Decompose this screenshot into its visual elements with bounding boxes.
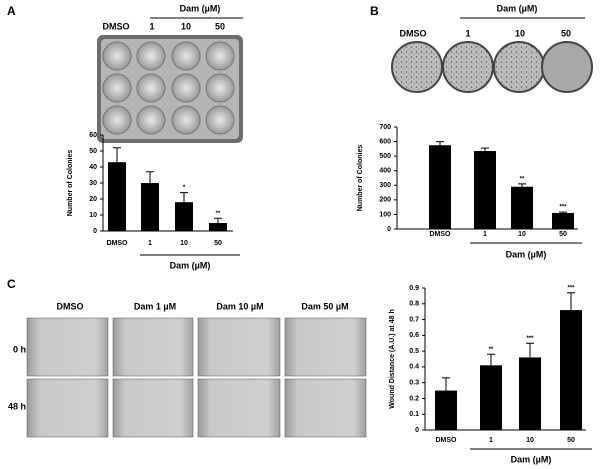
y-tick-label: 0.6 xyxy=(409,332,419,339)
x-tick-label: 1 xyxy=(483,231,487,238)
significance-label: * xyxy=(183,185,186,191)
row-label: 0 h xyxy=(13,344,26,354)
x-tick-label: DMSO xyxy=(430,231,452,238)
column-label: Dam 10 µM xyxy=(216,301,263,311)
significance-label: ** xyxy=(489,347,494,353)
x-tick-label: 50 xyxy=(559,231,567,238)
y-tick-label: 0.9 xyxy=(409,285,419,292)
y-tick-label: 40 xyxy=(89,164,97,171)
error-bar xyxy=(481,147,489,152)
column-label: DMSO xyxy=(400,28,427,38)
x-tick-label: 50 xyxy=(567,437,575,444)
significance-label: *** xyxy=(526,336,534,342)
column-label: DMSO xyxy=(103,21,130,31)
y-tick-label: 0.8 xyxy=(409,301,419,308)
x-tick-label: 10 xyxy=(180,240,188,247)
y-tick-label: 0 xyxy=(415,427,419,434)
y-tick-label: 20 xyxy=(89,196,97,203)
x-tick-label: 10 xyxy=(518,231,526,238)
error-bar xyxy=(559,211,567,213)
column-label: 1 xyxy=(149,21,154,31)
y-tick-label: 400 xyxy=(379,168,391,175)
y-tick-label: 0 xyxy=(387,226,391,233)
y-axis-label: Number of Colonies xyxy=(357,145,364,212)
y-tick-label: 10 xyxy=(89,212,97,219)
error-bar xyxy=(214,217,222,223)
significance-label: ** xyxy=(216,211,221,217)
y-tick-label: 50 xyxy=(89,148,97,155)
y-tick-label: 700 xyxy=(379,124,391,131)
bar xyxy=(209,223,227,231)
y-tick-label: 500 xyxy=(379,153,391,160)
row-label: 48 h xyxy=(8,401,26,411)
panel-letter: C xyxy=(7,277,16,291)
significance-label: *** xyxy=(559,205,567,211)
column-label: Dam 1 µM xyxy=(134,301,176,311)
x-tick-label: DMSO xyxy=(107,240,129,247)
y-tick-label: 0.1 xyxy=(409,411,419,418)
error-bar xyxy=(442,377,450,391)
y-tick-label: 300 xyxy=(379,182,391,189)
bar xyxy=(560,310,582,430)
error-bar xyxy=(180,192,188,203)
bar xyxy=(552,212,574,229)
error-bar xyxy=(146,171,154,183)
panel-letter: A xyxy=(7,4,16,18)
x-tick-label: DMSO xyxy=(436,437,458,444)
x-tick-label: 50 xyxy=(214,240,222,247)
bar xyxy=(108,162,126,231)
significance-label: ** xyxy=(520,176,525,182)
y-axis-label: Number of Colonies xyxy=(67,150,74,217)
error-bar xyxy=(518,183,526,187)
dish-images xyxy=(391,41,593,93)
y-axis-label: Wound Distance (A.U.) at 48 h xyxy=(389,309,396,408)
plate-image xyxy=(97,35,243,143)
significance-label: *** xyxy=(567,285,575,291)
column-label: 50 xyxy=(215,21,225,31)
error-bar xyxy=(487,353,495,366)
y-tick-label: 0.5 xyxy=(409,348,419,355)
x-group-label: Dam (µM) xyxy=(170,260,211,270)
bar xyxy=(141,183,159,231)
bar xyxy=(519,357,541,430)
column-label: 50 xyxy=(561,28,571,38)
y-tick-label: 100 xyxy=(379,211,391,218)
error-bar xyxy=(567,292,575,311)
y-tick-label: 60 xyxy=(89,132,97,139)
y-tick-label: 30 xyxy=(89,180,97,187)
panel-letter: B xyxy=(370,4,379,18)
column-label: DMSO xyxy=(57,301,84,311)
x-tick-label: 10 xyxy=(526,437,534,444)
bar xyxy=(435,390,457,430)
bar xyxy=(429,145,451,229)
column-label: Dam 50 µM xyxy=(301,301,348,311)
x-group-label: Dam (µM) xyxy=(506,249,547,259)
error-bar xyxy=(436,141,444,146)
group-label: Dam (µM) xyxy=(180,3,221,13)
x-tick-label: 1 xyxy=(148,240,152,247)
y-tick-label: 0.7 xyxy=(409,316,419,323)
y-tick-label: 0.2 xyxy=(409,395,419,402)
x-group-label: Dam (µM) xyxy=(511,454,552,464)
group-label: Dam (µM) xyxy=(497,3,538,13)
column-label: 10 xyxy=(515,28,525,38)
y-tick-label: 0 xyxy=(93,228,97,235)
y-tick-label: 0.3 xyxy=(409,380,419,387)
bar xyxy=(474,151,496,229)
wound-images xyxy=(26,317,367,438)
bar xyxy=(175,202,193,231)
x-tick-label: 1 xyxy=(489,437,493,444)
bar xyxy=(480,365,502,430)
y-tick-label: 600 xyxy=(379,138,391,145)
column-label: 10 xyxy=(181,21,191,31)
y-tick-label: 0.4 xyxy=(409,364,419,371)
column-label: 1 xyxy=(465,28,470,38)
bar xyxy=(511,186,533,229)
error-bar xyxy=(526,342,534,358)
error-bar xyxy=(113,147,121,163)
y-tick-label: 200 xyxy=(379,197,391,204)
